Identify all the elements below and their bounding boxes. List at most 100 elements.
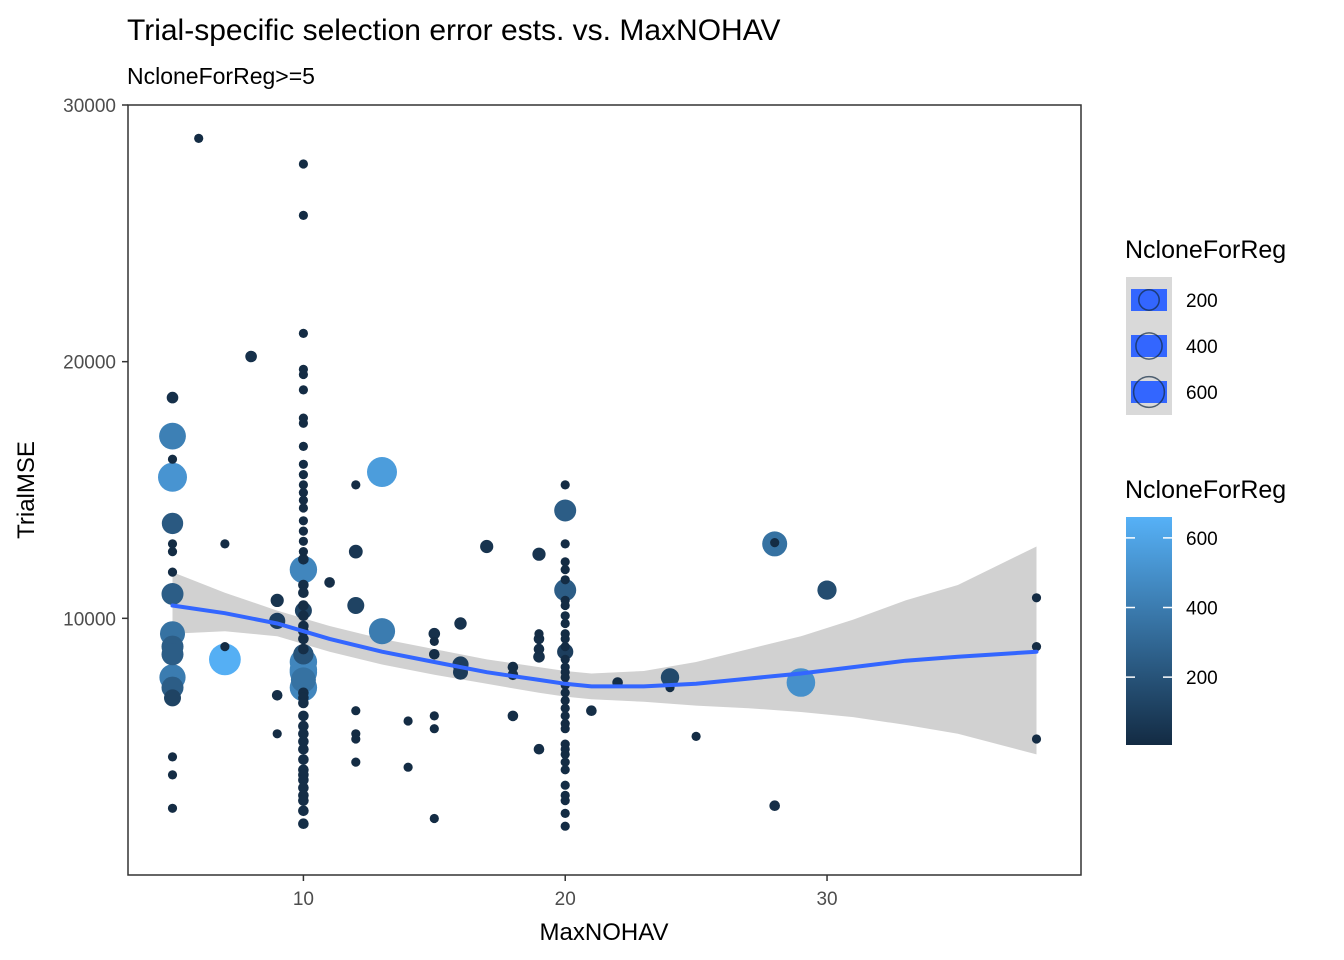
data-point xyxy=(560,557,570,567)
data-point xyxy=(428,627,441,640)
data-point xyxy=(298,697,309,709)
data-point xyxy=(507,661,519,673)
data-point xyxy=(554,579,577,602)
y-tick-label: 10000 xyxy=(63,609,116,630)
data-point xyxy=(245,350,257,363)
data-point xyxy=(1031,593,1042,603)
data-point xyxy=(560,808,570,819)
data-point xyxy=(560,703,570,713)
data-point xyxy=(298,805,309,817)
confidence-band xyxy=(172,546,1037,755)
data-point xyxy=(298,610,309,622)
size-legend-symbol xyxy=(1132,375,1166,409)
data-point xyxy=(158,462,187,492)
data-point xyxy=(298,536,308,546)
data-point xyxy=(429,711,439,721)
data-point xyxy=(324,577,335,588)
data-point xyxy=(368,618,396,645)
data-point xyxy=(429,649,440,660)
data-point xyxy=(298,554,309,565)
plot-panel xyxy=(127,104,1082,876)
colorbar-ticks: 200 400 600 xyxy=(1126,529,1218,689)
data-point xyxy=(298,720,309,732)
y-tick-label: 30000 xyxy=(63,96,116,117)
data-point xyxy=(298,736,309,747)
x-axis: 10 20 30 xyxy=(293,875,838,910)
data-point xyxy=(560,796,570,806)
data-point xyxy=(351,757,361,767)
data-point xyxy=(289,555,318,584)
size-legend-label: 600 xyxy=(1186,383,1218,404)
data-point xyxy=(298,470,308,480)
size-legend-swatch xyxy=(1131,335,1167,357)
data-point xyxy=(298,516,308,526)
data-point xyxy=(770,538,780,548)
data-point xyxy=(507,710,519,722)
data-point xyxy=(167,539,178,549)
size-legend-label: 400 xyxy=(1186,337,1218,358)
data-point xyxy=(298,385,308,395)
data-point xyxy=(161,643,184,666)
data-point xyxy=(560,642,570,652)
data-point xyxy=(560,724,570,734)
points-layer xyxy=(158,133,1042,831)
y-axis-title: TrialMSE xyxy=(13,441,40,539)
data-point xyxy=(560,634,570,644)
size-legend-label: 200 xyxy=(1186,291,1218,312)
data-point xyxy=(298,587,309,598)
data-point xyxy=(298,754,309,765)
size-legend-keys: 200 400 600 xyxy=(1131,289,1218,409)
x-tick-label: 20 xyxy=(555,889,576,910)
data-point xyxy=(560,600,570,611)
data-point xyxy=(560,765,570,775)
data-point xyxy=(533,743,545,755)
data-point xyxy=(298,579,309,591)
data-point xyxy=(351,706,361,716)
data-point xyxy=(403,716,413,726)
size-legend-symbol xyxy=(1135,332,1163,360)
data-point xyxy=(429,724,439,734)
data-point xyxy=(560,565,570,575)
data-point xyxy=(167,803,178,813)
data-point xyxy=(298,600,309,611)
data-point xyxy=(298,488,308,498)
data-point xyxy=(429,813,439,824)
data-point xyxy=(533,643,545,655)
data-point xyxy=(167,567,178,577)
colorbar xyxy=(1126,517,1172,745)
data-point xyxy=(560,757,570,767)
data-point xyxy=(660,668,680,687)
data-point xyxy=(161,512,184,535)
data-point xyxy=(298,503,308,513)
size-legend-swatch xyxy=(1131,381,1167,403)
data-point xyxy=(560,672,570,683)
data-point xyxy=(1031,642,1042,652)
y-axis: 10000 20000 30000 xyxy=(63,96,128,630)
data-point xyxy=(560,480,570,490)
data-point xyxy=(167,752,178,762)
color-legend: NcloneForReg 200 400 600 xyxy=(1125,476,1286,745)
confidence-band-layer xyxy=(172,546,1037,755)
data-point xyxy=(586,705,597,716)
data-point xyxy=(691,731,701,742)
data-point xyxy=(532,547,546,561)
data-point xyxy=(298,526,308,536)
data-point xyxy=(560,539,570,549)
data-point xyxy=(272,729,282,739)
data-point xyxy=(560,749,570,760)
data-point xyxy=(560,575,570,585)
data-point xyxy=(271,690,283,701)
data-point xyxy=(298,728,309,740)
data-point xyxy=(348,544,363,559)
data-point xyxy=(298,159,308,169)
data-point xyxy=(351,734,361,744)
data-point xyxy=(367,457,397,487)
data-point xyxy=(298,369,308,380)
plot-background xyxy=(128,105,1081,875)
chart-title: Trial-specific selection error ests. vs.… xyxy=(127,14,780,47)
data-point xyxy=(167,454,178,464)
data-point xyxy=(560,654,570,665)
size-legend-title: NcloneForReg xyxy=(1125,236,1286,264)
data-point xyxy=(403,762,413,772)
data-point xyxy=(298,774,309,786)
